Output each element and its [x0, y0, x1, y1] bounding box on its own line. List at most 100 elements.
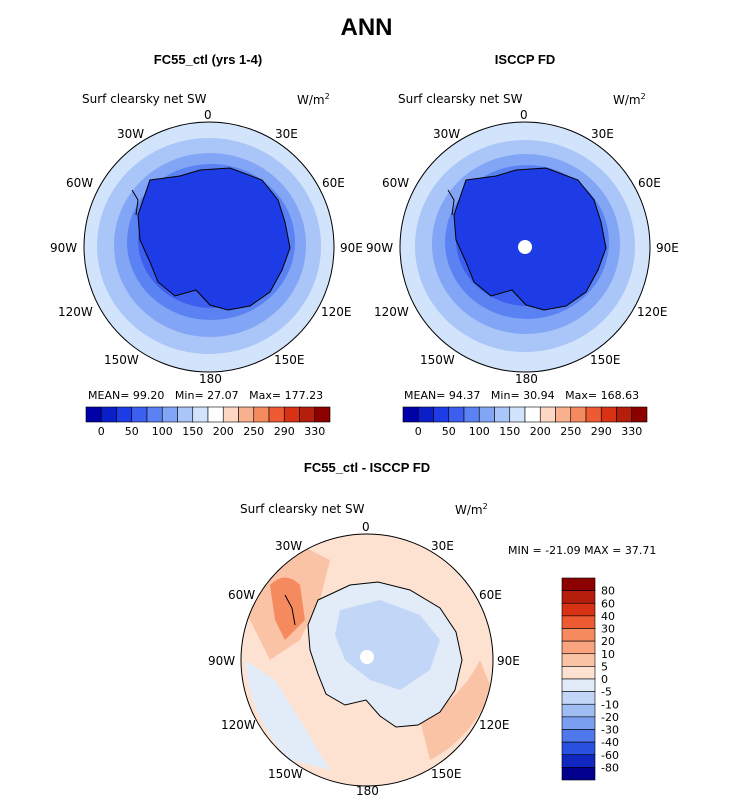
panel-1-lon-120w: 120W — [58, 305, 93, 319]
panel-3-lon-150e: 150E — [431, 767, 462, 781]
panel-1-continent-fill — [138, 168, 290, 310]
panel-2-continent-fill — [454, 168, 606, 310]
panel-3-colorbar-tick-3: 30 — [601, 623, 615, 636]
panel-2-lon-150e: 150E — [590, 353, 621, 367]
panel-2-colorbar-cell-1 — [417, 406, 434, 423]
panel-3-peninsula — [284, 594, 296, 626]
panel-1-lon-0: 0 — [204, 108, 212, 122]
panel-2-colorbar-cell-10 — [555, 406, 572, 423]
panel-1-title: FC55_ctl (yrs 1-4) — [153, 52, 263, 67]
panel-1-colorbar-cell-6 — [177, 406, 194, 423]
panel-1-peninsula — [131, 189, 139, 216]
panel-1-colorbar-cell-11 — [253, 406, 270, 423]
panel-3-units-exp: 2 — [482, 502, 488, 511]
panel-2-max-value: 168.63 — [600, 389, 640, 402]
panel-2-max-label: Max= — [565, 389, 598, 402]
panel-1-map — [84, 122, 334, 372]
panel-2-colorbar-cell-5 — [478, 406, 495, 423]
panel-3-colorbar-cell-5 — [561, 640, 596, 655]
panel-3-warm-hotspot — [270, 577, 305, 640]
panel-2-colorbar-cell-15 — [631, 406, 648, 423]
panel-2-colorbar-tick-5: 250 — [560, 425, 581, 438]
panel-1-colorbar-cell-14 — [299, 406, 316, 423]
panel-2-colorbar-tick-0: 0 — [415, 425, 422, 438]
panel-2-min-value: 30.94 — [523, 389, 555, 402]
panel-2-colorbar-cell-14 — [616, 406, 633, 423]
panel-2-colorbar-cell-7 — [509, 406, 526, 423]
panel-1-stats: MEAN= 99.20 Min= 27.07 Max= 177.23 — [88, 389, 323, 402]
panel-1-lon-60e: 60E — [322, 176, 345, 190]
panel-3-lon-120e: 120E — [479, 718, 510, 732]
panel-1-colorbar-cell-4 — [146, 406, 163, 423]
panel-3-colorbar-cell-11 — [561, 716, 596, 730]
panel-2-lon-120w: 120W — [374, 305, 409, 319]
panel-2-lon-180: 180 — [515, 372, 538, 386]
panel-3-title: FC55_ctl - ISCCP FD — [303, 460, 431, 475]
panel-1-colorbar-cell-2 — [116, 406, 133, 423]
panel-1-colorbar-tick-3: 150 — [182, 425, 203, 438]
panel-2-colorbar-cell-11 — [570, 406, 587, 423]
panel-1-min-label: Min= — [174, 389, 204, 402]
panel-2-min-label: Min= — [490, 389, 520, 402]
panel-3-variable-label: Surf clearsky net SW — [240, 502, 365, 516]
panel-1-colorbar-tick-2: 100 — [152, 425, 173, 438]
panel-1-colorbar-tick-4: 200 — [213, 425, 234, 438]
panel-2-colorbar-tick-2: 100 — [469, 425, 490, 438]
panel-2-colorbar-cell-3 — [448, 406, 465, 423]
panel-3-lon-120w: 120W — [221, 718, 256, 732]
panel-1-colorbar-cell-12 — [268, 406, 285, 423]
panel-3-lon-90w: 90W — [208, 654, 236, 668]
panel-2-map — [400, 122, 650, 372]
panel-3-colorbar-tick-13: -60 — [601, 749, 619, 762]
panel-1-lon-150w: 150W — [104, 353, 139, 367]
panel-1-colorbar-tick-5: 250 — [243, 425, 264, 438]
panel-3-pole-dot — [360, 650, 374, 664]
panel-3-colorbar-tick-9: -10 — [601, 698, 619, 711]
panel-3-warm-east — [420, 660, 492, 760]
panel-1-units-base: W/m — [297, 93, 325, 107]
panel-2-colorbar-tick-3: 150 — [499, 425, 520, 438]
panel-2-mean-label: MEAN= — [404, 389, 446, 402]
panel-3-colorbar-tick-7: 0 — [601, 673, 608, 686]
panel-1-lon-30w: 30W — [117, 127, 145, 141]
panel-3-colorbar-tick-0: 80 — [601, 585, 615, 598]
panel-3-colorbar-cell-14 — [561, 754, 596, 768]
panel-3-colorbar-cell-8 — [561, 678, 596, 692]
panel-3-lon-180: 180 — [356, 784, 379, 798]
panel-1-max-value: 177.23 — [284, 389, 324, 402]
page-title: ANN — [340, 14, 393, 41]
panel-3-colorbar-cell-3 — [561, 615, 596, 629]
panel-2-pole-dot — [518, 240, 532, 254]
panel-1-colorbar-cell-13 — [283, 406, 300, 423]
panel-1-colorbar-cell-10 — [238, 406, 255, 423]
panel-2-colorbar-cell-12 — [585, 406, 602, 423]
panel-3-units-base: W/m — [455, 503, 483, 517]
panel-1-units: W/m2 — [297, 92, 330, 107]
panel-2-mean-value: 94.37 — [448, 389, 481, 402]
panel-1-units-exp: 2 — [324, 92, 330, 101]
panel-2-units-base: W/m — [613, 93, 641, 107]
panel-2-colorbar-tick-1: 50 — [442, 425, 456, 438]
panel-1-colorbar-cell-8 — [207, 406, 224, 423]
panel-2-units-exp: 2 — [640, 92, 646, 101]
panel-3-colorbar-cell-9 — [561, 691, 596, 705]
panel-2-peninsula — [447, 189, 455, 216]
panel-3-colorbar-cell-13 — [561, 741, 596, 756]
panel-3-cool-sw — [245, 660, 330, 770]
panel-1-lon-30e: 30E — [275, 127, 298, 141]
panel-3-map-border — [240, 533, 494, 787]
panel-2-lon-0: 0 — [520, 108, 528, 122]
panel-2-colorbar-cell-6 — [494, 406, 511, 423]
panel-3-colorbar-tick-6: 5 — [601, 660, 608, 673]
panel-1-mean-value: 99.20 — [132, 389, 165, 402]
panel-2-colorbar-cell-8 — [524, 406, 541, 423]
panel-2-colorbar-cell-0 — [402, 406, 419, 423]
panel-3-colorbar-tick-4: 20 — [601, 635, 615, 648]
panel-1-lon-120e: 120E — [321, 305, 352, 319]
panel-3-colorbar-tick-2: 40 — [601, 610, 615, 623]
panel-2-colorbar-cell-4 — [463, 406, 480, 423]
panel-2-lon-60e: 60E — [638, 176, 661, 190]
panel-1-variable-label: Surf clearsky net SW — [82, 92, 207, 106]
